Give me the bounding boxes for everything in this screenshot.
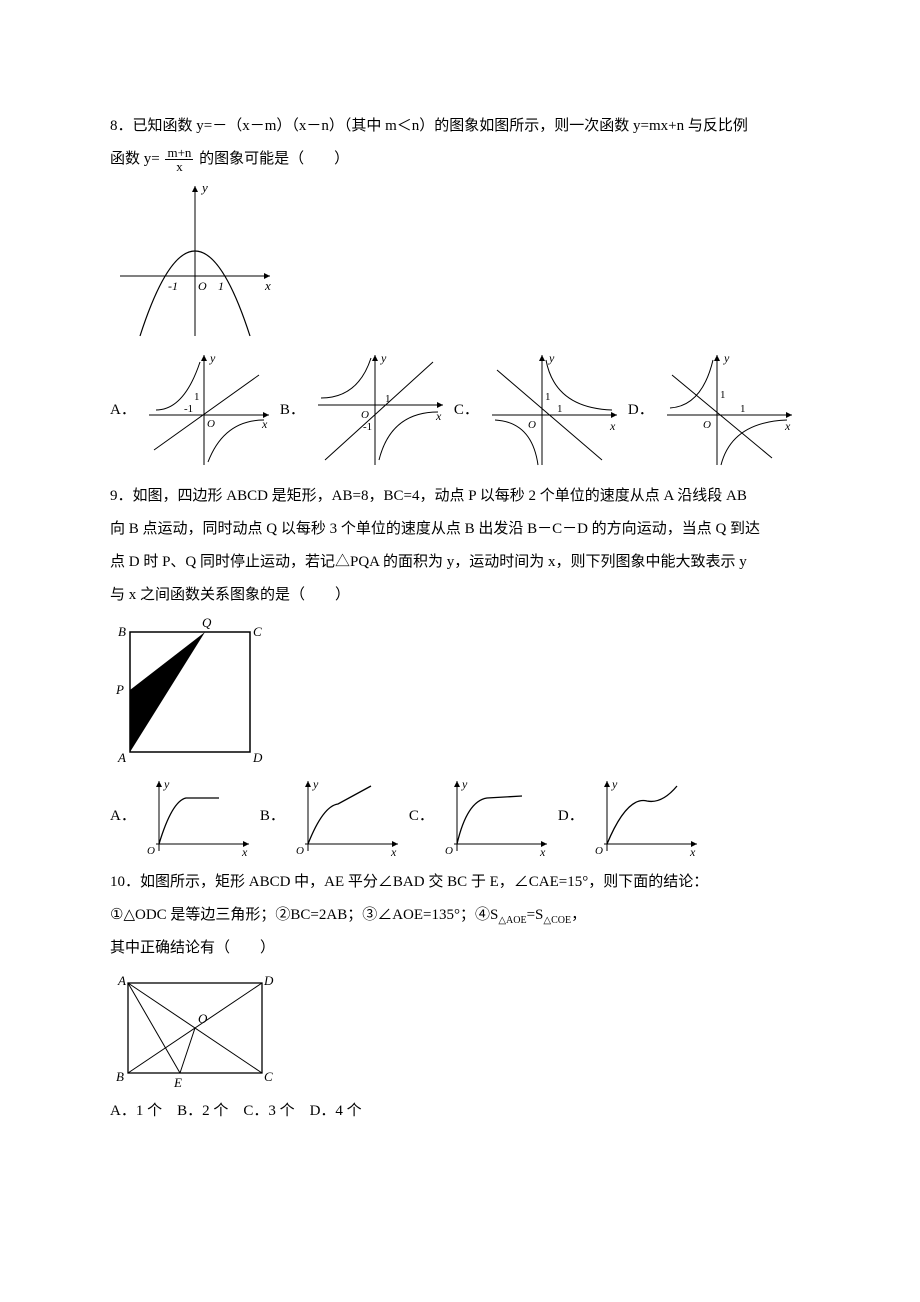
q10-choices-line: A．1 个 B．2 个 C．3 个 D．4 个 [110, 1095, 810, 1128]
tick-pos1: 1 [218, 279, 224, 293]
svg-text:Q: Q [202, 615, 212, 630]
svg-text:x: x [435, 409, 442, 423]
svg-text:1: 1 [385, 393, 391, 405]
svg-text:O: O [361, 409, 369, 421]
q9-choice-a: O x y [144, 776, 254, 856]
svg-text:y: y [461, 777, 468, 791]
svg-text:P: P [115, 682, 124, 697]
svg-text:y: y [163, 777, 170, 791]
q9-line3: 点 D 时 P、Q 同时停止运动，若记△PQA 的面积为 y，运动时间为 x，则… [110, 546, 810, 579]
svg-text:O: O [595, 845, 603, 856]
q8-line1: 8．已知函数 y=－（x－m）（x－n）（其中 m＜n）的图象如图所示，则一次函… [110, 110, 810, 143]
svg-text:O: O [445, 845, 453, 856]
svg-text:D: D [252, 750, 263, 765]
svg-text:B: B [118, 624, 126, 639]
svg-text:x: x [689, 845, 696, 856]
svg-text:y: y [380, 351, 387, 365]
q10-line3: 其中正确结论有（ ） [110, 932, 810, 965]
q9-label-c: C． [409, 800, 434, 833]
q10-figure: A D B C O E [110, 965, 280, 1095]
svg-text:1: 1 [740, 403, 746, 415]
q9-line4: 与 x 之间函数关系图象的是（ ） [110, 579, 810, 612]
svg-text:O: O [198, 1011, 208, 1026]
q9-label-a: A． [110, 800, 136, 833]
svg-text:A: A [117, 973, 126, 988]
q8-choice-a: -1 1 O x y [144, 350, 274, 470]
q10-line2: ①△ODC 是等边三角形；②BC=2AB；③∠AOE=135°；④S△AOE=S… [110, 899, 810, 932]
svg-text:O: O [528, 419, 536, 431]
svg-text:C: C [253, 624, 262, 639]
svg-text:O: O [147, 845, 155, 856]
svg-text:x: x [609, 419, 616, 433]
q8-choice-c: 1 1 O x y [487, 350, 622, 470]
question-10: 10．如图所示，矩形 ABCD 中，AE 平分∠BAD 交 BC 于 E，∠CA… [110, 866, 810, 1128]
svg-text:-1: -1 [184, 403, 193, 415]
svg-text:1: 1 [557, 403, 563, 415]
q8-choices: A． -1 1 O x y B． 1 -1 O [110, 350, 810, 470]
q8-choice-b: 1 -1 O x y [313, 350, 448, 470]
svg-text:E: E [173, 1075, 182, 1090]
x-axis-label: x [264, 278, 271, 293]
svg-text:y: y [312, 777, 319, 791]
q9-rect-figure: B C A D P Q [110, 612, 270, 772]
q8-line2: 函数 y= m+n x 的图象可能是（ ） [110, 143, 810, 176]
svg-text:D: D [263, 973, 274, 988]
svg-text:C: C [264, 1069, 273, 1084]
q8-label-c: C． [454, 394, 479, 427]
q9-label-d: D． [558, 800, 584, 833]
svg-text:O: O [296, 845, 304, 856]
svg-text:y: y [548, 351, 555, 365]
q8-label-d: D． [628, 394, 654, 427]
q9-choice-d: O x y [592, 776, 702, 856]
svg-text:x: x [784, 419, 791, 433]
svg-text:A: A [117, 750, 126, 765]
svg-text:1: 1 [194, 391, 200, 403]
svg-text:x: x [390, 845, 397, 856]
y-axis-label: y [200, 180, 208, 195]
svg-text:O: O [207, 418, 215, 430]
svg-text:1: 1 [545, 391, 551, 403]
svg-text:y: y [611, 777, 618, 791]
svg-text:x: x [241, 845, 248, 856]
q9-choice-c: O x y [442, 776, 552, 856]
svg-text:x: x [539, 845, 546, 856]
q9-choices: A． O x y B． O x y C． O x y D． [110, 776, 810, 856]
svg-text:y: y [209, 351, 216, 365]
svg-text:x: x [261, 417, 268, 431]
question-9: 9．如图，四边形 ABCD 是矩形，AB=8，BC=4，动点 P 以每秒 2 个… [110, 480, 810, 856]
tick-neg1: -1 [168, 279, 178, 293]
svg-text:O: O [703, 419, 711, 431]
q8-main-graph: -1 1 O x y [110, 176, 280, 346]
q9-line1: 9．如图，四边形 ABCD 是矩形，AB=8，BC=4，动点 P 以每秒 2 个… [110, 480, 810, 513]
origin-label: O [198, 279, 207, 293]
q9-choice-b: O x y [293, 776, 403, 856]
q10-line1: 10．如图所示，矩形 ABCD 中，AE 平分∠BAD 交 BC 于 E，∠CA… [110, 866, 810, 899]
q9-line2: 向 B 点运动，同时动点 Q 以每秒 3 个单位的速度从点 B 出发沿 B－C－… [110, 513, 810, 546]
svg-text:-1: -1 [363, 421, 372, 433]
question-8: 8．已知函数 y=－（x－m）（x－n）（其中 m＜n）的图象如图所示，则一次函… [110, 110, 810, 470]
q8-choice-d: 1 1 O x y [662, 350, 797, 470]
svg-text:y: y [723, 351, 730, 365]
q9-label-b: B． [260, 800, 285, 833]
q8-label-b: B． [280, 394, 305, 427]
q8-label-a: A． [110, 394, 136, 427]
svg-text:B: B [116, 1069, 124, 1084]
svg-text:1: 1 [720, 389, 726, 401]
fraction: m+n x [165, 146, 193, 173]
